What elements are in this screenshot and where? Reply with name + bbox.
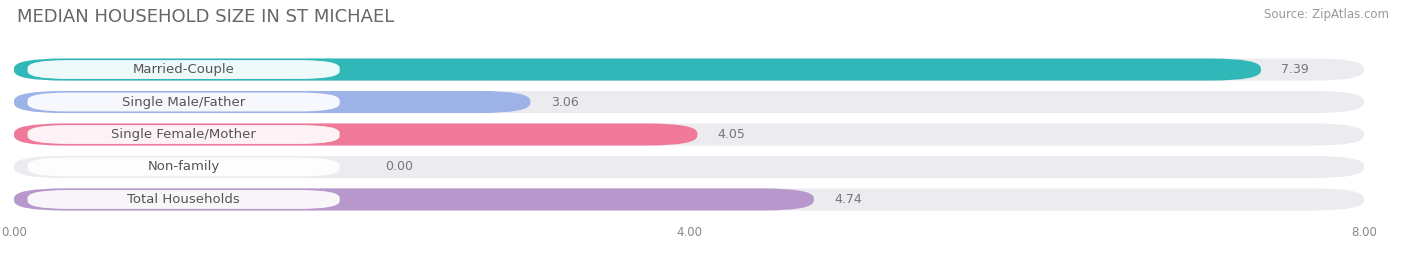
FancyBboxPatch shape — [28, 60, 340, 79]
Text: 0.00: 0.00 — [385, 161, 413, 174]
Text: 4.05: 4.05 — [717, 128, 745, 141]
FancyBboxPatch shape — [28, 190, 340, 209]
Text: Source: ZipAtlas.com: Source: ZipAtlas.com — [1264, 8, 1389, 21]
FancyBboxPatch shape — [14, 156, 1364, 178]
FancyBboxPatch shape — [14, 58, 1261, 81]
FancyBboxPatch shape — [14, 58, 1364, 81]
Text: 4.74: 4.74 — [834, 193, 862, 206]
FancyBboxPatch shape — [14, 123, 697, 146]
FancyBboxPatch shape — [14, 91, 1364, 113]
FancyBboxPatch shape — [14, 188, 1364, 211]
Text: Single Female/Mother: Single Female/Mother — [111, 128, 256, 141]
FancyBboxPatch shape — [28, 93, 340, 111]
Text: Non-family: Non-family — [148, 161, 219, 174]
Text: Single Male/Father: Single Male/Father — [122, 95, 245, 108]
Text: 3.06: 3.06 — [551, 95, 578, 108]
FancyBboxPatch shape — [28, 158, 340, 176]
Text: Married-Couple: Married-Couple — [132, 63, 235, 76]
FancyBboxPatch shape — [14, 91, 530, 113]
Text: 7.39: 7.39 — [1281, 63, 1309, 76]
Text: Total Households: Total Households — [128, 193, 240, 206]
FancyBboxPatch shape — [14, 188, 814, 211]
Text: MEDIAN HOUSEHOLD SIZE IN ST MICHAEL: MEDIAN HOUSEHOLD SIZE IN ST MICHAEL — [17, 8, 394, 26]
FancyBboxPatch shape — [14, 123, 1364, 146]
FancyBboxPatch shape — [28, 125, 340, 144]
